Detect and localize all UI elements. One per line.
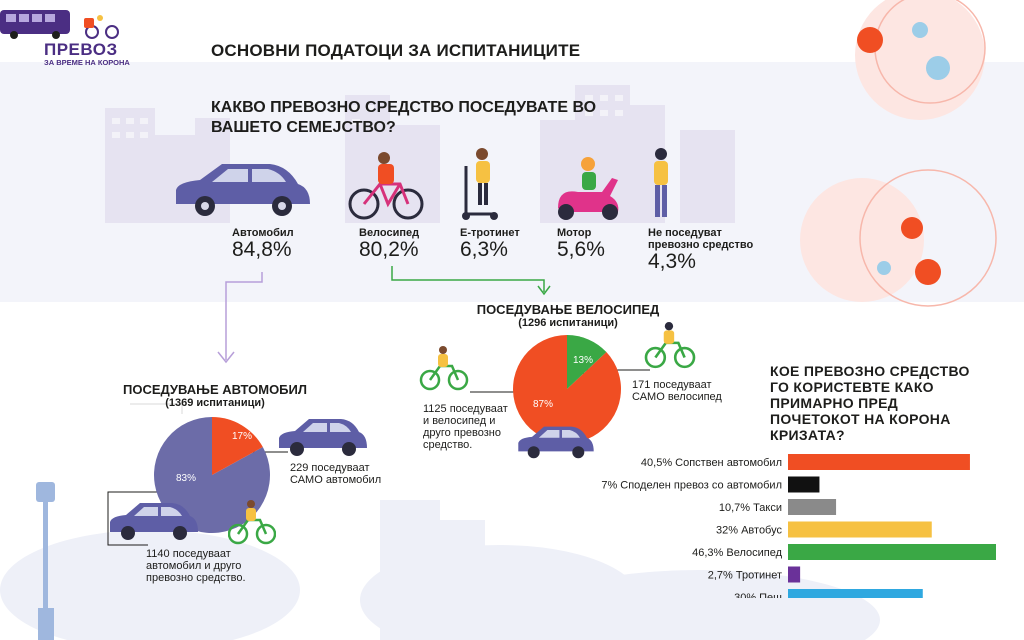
- car-only-note-line1: 229 поседуваат: [290, 462, 370, 474]
- car-section-header: ПОСЕДУВАЊЕ АВТОМОБИЛ (1369 испитаници): [105, 382, 325, 409]
- motorcycle-icon: [558, 157, 619, 220]
- bar-5: [788, 544, 996, 560]
- small-car-icon-2: [110, 503, 198, 540]
- bike-pie-label-other: 87%: [533, 399, 553, 410]
- ownership-car: Автомобил 84,8%: [232, 227, 294, 261]
- car-section-title: ПОСЕДУВАЊЕ АВТОМОБИЛ: [122, 382, 307, 397]
- car-pie-label-only: 17%: [232, 431, 252, 442]
- bike-pie-slice-only: [567, 335, 607, 389]
- ownership-bike-label: Велосипед: [359, 227, 420, 239]
- ownership-none-value: 4,3%: [648, 250, 696, 273]
- bike-only-cyclist-icon: [644, 322, 696, 369]
- question-primary-line2: ГО КОРИСТЕВТЕ КАКО: [770, 379, 934, 395]
- logo-title: ПРЕВОЗ: [44, 40, 118, 59]
- car-section-subtitle: (1369 испитаници): [165, 397, 265, 409]
- small-car-icon: [279, 419, 367, 456]
- question-primary-transport: КОЕ ПРЕВОЗНО СРЕДСТВО ГО КОРИСТЕВТЕ КАКО…: [770, 363, 970, 443]
- bar-label-4: 32% Автобус: [716, 525, 782, 537]
- bus-icon: [0, 10, 119, 39]
- ownership-motor: Мотор 5,6%: [557, 227, 605, 261]
- bar-6: [788, 566, 801, 583]
- ownership-escooter-value: 6,3%: [460, 238, 508, 261]
- question-ownership-line2: ВАШЕТО СЕМЕЈСТВО?: [211, 119, 396, 136]
- ownership-motor-label: Мотор: [557, 227, 592, 239]
- bike-other-note-line2: и велосипед и: [423, 415, 496, 427]
- ownership-motor-value: 5,6%: [557, 238, 605, 261]
- car-icon: [176, 164, 310, 216]
- ownership-none: Не поседуват превозно средство 4,3%: [648, 227, 753, 273]
- ownership-bike: Велосипед 80,2%: [359, 227, 419, 261]
- car-other-note-line1: 1140 поседуваат: [146, 548, 231, 560]
- ownership-car-value: 84,8%: [232, 238, 292, 261]
- ownership-escooter: Е-тротинет 6,3%: [460, 227, 520, 261]
- scooter-icon: [462, 148, 498, 220]
- ownership-none-label2: превозно средство: [648, 239, 754, 251]
- car-only-note-line2: САМО автомобил: [290, 474, 382, 486]
- bar-label-6: 2,7% Тротинет: [708, 570, 782, 582]
- car-pie-slice-only: [212, 417, 263, 475]
- bar-label-7: 30% Пеш: [734, 592, 782, 598]
- bar-label-1: 40,5% Сопствен автомобил: [641, 457, 782, 469]
- bike-pie-label-only: 13%: [573, 355, 593, 366]
- bike-other-note-line3: друго превозно: [423, 427, 501, 439]
- logo-subtitle: ЗА ВРЕМЕ НА КОРОНА: [44, 58, 130, 67]
- bar-4: [788, 521, 932, 538]
- car-only-note: 229 поседуваат САМО автомобил: [290, 462, 381, 486]
- bar-label-5: 46,3% Велосипед: [692, 547, 782, 559]
- car-pie-label-other: 83%: [176, 473, 196, 484]
- ownership-none-label: Не поседуват: [648, 227, 722, 239]
- bike-other-note-line1: 1125 поседуваат: [423, 403, 508, 415]
- bike-section-header: ПОСЕДУВАЊЕ ВЕЛОСИПЕД (1296 испитаници): [458, 302, 678, 329]
- bike-section-cyclist-icon: [419, 346, 469, 391]
- bar-3: [788, 499, 837, 515]
- bike-only-note-line1: 171 поседуваат: [632, 379, 712, 391]
- car-other-note: 1140 поседуваат автомобил и друго превоз…: [146, 548, 246, 584]
- car-ownership-pie: 17% 83%: [154, 417, 270, 533]
- bike-only-note: 171 поседуваат САМО велосипед: [632, 379, 722, 403]
- question-primary-line5: КРИЗАТА?: [770, 427, 845, 443]
- bike-section-car-icon: [518, 426, 594, 459]
- page-title: ОСНОВНИ ПОДАТОЦИ ЗА ИСПИТАНИЦИТЕ: [211, 41, 581, 60]
- ownership-bike-value: 80,2%: [359, 238, 419, 261]
- bike-section-subtitle: (1296 испитаници): [518, 317, 618, 329]
- bike-section-title: ПОСЕДУВАЊЕ ВЕЛОСИПЕД: [476, 302, 660, 317]
- bar-label-2: 7% Споделен превоз со автомобил: [601, 480, 782, 492]
- bar-1: [788, 454, 970, 470]
- bike-ownership-pie: 13% 87%: [513, 335, 621, 443]
- bike-other-note: 1125 поседуваат и велосипед и друго прев…: [423, 403, 508, 451]
- ownership-car-label: Автомобил: [232, 227, 294, 239]
- bike-only-note-line2: САМО велосипед: [632, 391, 722, 403]
- car-other-note-line3: превозно средство.: [146, 572, 246, 584]
- question-ownership-line1: КАКВО ПРЕВОЗНО СРЕДСТВО ПОСЕДУВАТЕ ВО: [211, 99, 597, 116]
- question-primary-line3: ПРИМАРНО ПРЕД: [770, 395, 899, 411]
- car-other-note-line2: автомобил и друго: [146, 560, 242, 572]
- bar-7: [788, 589, 923, 598]
- question-primary-line1: КОЕ ПРЕВОЗНО СРЕДСТВО: [770, 363, 970, 379]
- cyclist-icon: [348, 152, 424, 220]
- question-ownership: КАКВО ПРЕВОЗНО СРЕДСТВО ПОСЕДУВАТЕ ВО ВА…: [211, 98, 596, 138]
- primary-transport-bar-chart: 40,5% Сопствен автомобил 7% Споделен прев…: [601, 454, 996, 598]
- bar-label-3: 10,7% Такси: [719, 502, 782, 514]
- ownership-escooter-label: Е-тротинет: [460, 227, 520, 239]
- small-cyclist-icon: [228, 500, 276, 545]
- bike-other-note-line4: средство.: [423, 439, 473, 451]
- question-primary-line4: ПОЧЕТОКОТ НА КОРОНА: [770, 411, 951, 427]
- pedestrian-icon: [654, 148, 668, 217]
- bar-2: [788, 476, 820, 493]
